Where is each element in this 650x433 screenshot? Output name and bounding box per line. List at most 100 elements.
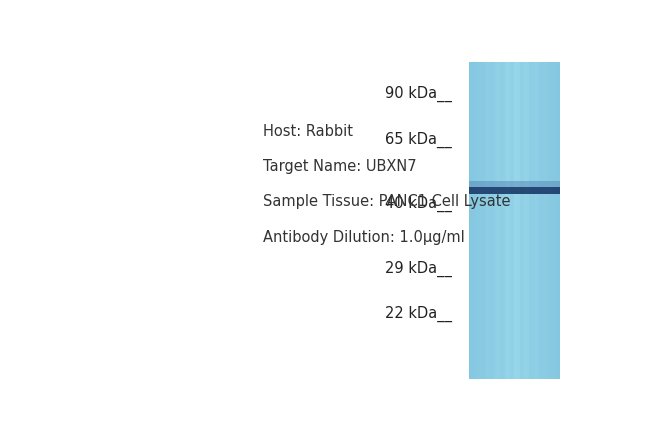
Bar — [495, 62, 497, 379]
Text: 40 kDa__: 40 kDa__ — [385, 196, 452, 212]
Bar — [550, 62, 551, 379]
Bar — [557, 62, 558, 379]
Bar — [480, 62, 482, 379]
Bar — [529, 62, 530, 379]
Bar — [510, 62, 512, 379]
Bar — [472, 62, 473, 379]
Bar — [540, 62, 541, 379]
Bar — [523, 62, 525, 379]
Bar — [518, 62, 519, 379]
Text: Target Name: UBXN7: Target Name: UBXN7 — [263, 159, 416, 174]
Bar — [538, 62, 539, 379]
Bar — [539, 62, 540, 379]
Bar — [514, 62, 516, 379]
Bar — [520, 62, 521, 379]
Bar — [527, 62, 528, 379]
Bar — [507, 62, 509, 379]
Bar — [552, 62, 553, 379]
Bar — [512, 62, 513, 379]
Bar — [490, 62, 491, 379]
Bar — [525, 62, 526, 379]
Bar — [506, 62, 508, 379]
Bar — [541, 62, 543, 379]
Bar — [548, 62, 549, 379]
Bar — [470, 62, 471, 379]
Bar — [536, 62, 538, 379]
Bar — [477, 62, 478, 379]
Bar — [469, 62, 560, 379]
Bar — [552, 62, 554, 379]
Bar — [474, 62, 475, 379]
Bar — [511, 62, 512, 379]
Bar — [526, 62, 528, 379]
Bar — [474, 62, 476, 379]
Bar — [506, 62, 507, 379]
Bar — [492, 62, 493, 379]
Bar — [488, 62, 489, 379]
Bar — [476, 62, 478, 379]
Bar — [545, 62, 547, 379]
Bar — [555, 62, 556, 379]
Bar — [482, 62, 483, 379]
Bar — [528, 62, 530, 379]
Bar — [484, 62, 485, 379]
Bar — [469, 181, 560, 187]
Bar — [491, 62, 492, 379]
Bar — [534, 62, 535, 379]
Bar — [513, 62, 514, 379]
Bar — [553, 62, 555, 379]
Bar — [469, 62, 471, 379]
Bar — [486, 62, 487, 379]
Bar — [498, 62, 500, 379]
Bar — [545, 62, 546, 379]
Bar — [502, 62, 504, 379]
Bar — [516, 62, 517, 379]
Bar — [543, 62, 545, 379]
Bar — [504, 62, 506, 379]
Bar — [534, 62, 536, 379]
Bar — [556, 62, 558, 379]
Bar — [559, 62, 560, 379]
Bar — [532, 62, 534, 379]
Bar — [531, 62, 532, 379]
Text: 90 kDa__: 90 kDa__ — [385, 86, 452, 102]
Bar — [471, 62, 473, 379]
Bar — [499, 62, 500, 379]
Bar — [478, 62, 480, 379]
Text: Host: Rabbit: Host: Rabbit — [263, 124, 352, 139]
Bar — [504, 62, 505, 379]
Bar — [476, 62, 477, 379]
Bar — [473, 62, 474, 379]
Text: Sample Tissue: PANC1 Cell Lysate: Sample Tissue: PANC1 Cell Lysate — [263, 194, 510, 210]
Bar — [554, 62, 556, 379]
Bar — [530, 62, 531, 379]
Bar — [546, 62, 547, 379]
Bar — [515, 62, 517, 379]
Bar — [497, 62, 498, 379]
Bar — [519, 62, 521, 379]
Bar — [509, 62, 510, 379]
Text: 29 kDa__: 29 kDa__ — [385, 261, 452, 277]
Bar — [543, 62, 544, 379]
Bar — [469, 187, 560, 194]
Bar — [525, 62, 526, 379]
Bar — [547, 62, 549, 379]
Text: 65 kDa__: 65 kDa__ — [385, 132, 452, 149]
Bar — [493, 62, 495, 379]
Bar — [536, 62, 537, 379]
Bar — [537, 62, 539, 379]
Bar — [495, 62, 496, 379]
Bar — [551, 62, 552, 379]
Bar — [532, 62, 533, 379]
Bar — [558, 62, 560, 379]
Bar — [493, 62, 494, 379]
Bar — [481, 62, 482, 379]
Bar — [500, 62, 501, 379]
Bar — [486, 62, 488, 379]
Bar — [489, 62, 491, 379]
Bar — [479, 62, 480, 379]
Text: 22 kDa__: 22 kDa__ — [385, 306, 452, 322]
Bar — [502, 62, 503, 379]
Bar — [514, 62, 515, 379]
Bar — [484, 62, 486, 379]
